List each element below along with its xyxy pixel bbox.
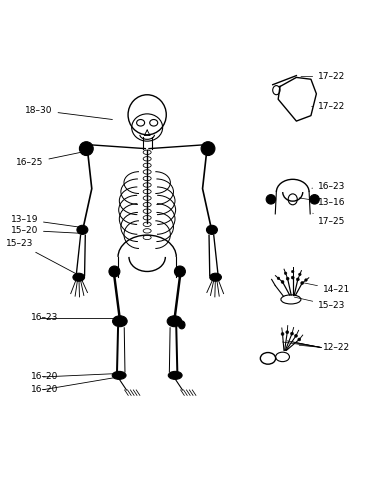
Ellipse shape [77,226,88,234]
Text: 12–22: 12–22 [323,343,350,352]
Text: 14–21: 14–21 [302,282,350,294]
Text: 16–20: 16–20 [31,372,58,382]
Text: 15–23: 15–23 [6,239,78,275]
Ellipse shape [281,280,284,283]
Text: 18–30: 18–30 [25,105,112,120]
Text: 13–16: 13–16 [299,198,346,208]
Text: 17–22: 17–22 [301,72,346,81]
Ellipse shape [179,321,185,329]
Ellipse shape [291,270,294,273]
Ellipse shape [281,332,284,335]
Ellipse shape [310,194,319,204]
Ellipse shape [277,277,280,279]
Ellipse shape [206,226,217,234]
Ellipse shape [291,276,294,279]
Ellipse shape [112,371,126,380]
Text: 17–22: 17–22 [312,102,346,111]
Ellipse shape [291,332,293,335]
Ellipse shape [286,330,289,333]
Ellipse shape [305,279,307,281]
Text: 15–20: 15–20 [11,226,82,235]
Text: 16–25: 16–25 [16,151,87,168]
Ellipse shape [109,266,120,277]
Text: 16–23: 16–23 [312,182,346,191]
Ellipse shape [167,316,182,327]
Ellipse shape [210,273,221,281]
Text: 15–23: 15–23 [294,297,346,310]
Ellipse shape [168,371,182,380]
Ellipse shape [112,316,127,327]
Ellipse shape [174,266,185,277]
Ellipse shape [266,194,276,204]
Text: 16–20: 16–20 [31,385,58,394]
Text: 16–23: 16–23 [31,313,58,322]
Ellipse shape [296,278,299,281]
Ellipse shape [79,142,93,156]
Ellipse shape [299,273,301,276]
Text: 17–25: 17–25 [313,213,346,226]
Ellipse shape [301,281,304,284]
Ellipse shape [201,142,215,156]
Ellipse shape [73,273,85,281]
Ellipse shape [284,272,287,275]
Ellipse shape [286,277,289,280]
Ellipse shape [294,334,297,337]
Text: 13–19: 13–19 [11,215,83,227]
Ellipse shape [298,338,301,341]
